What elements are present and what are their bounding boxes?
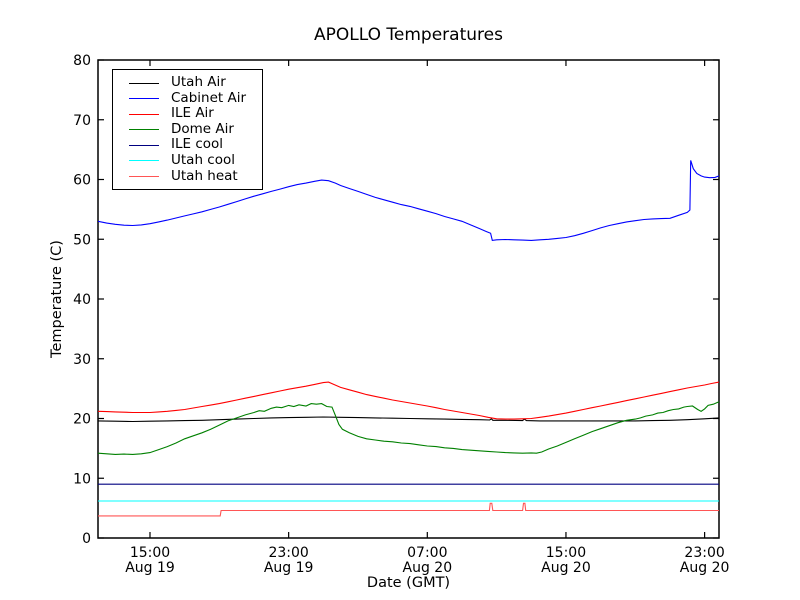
- legend-line-swatch: [129, 144, 159, 146]
- legend-line-swatch: [129, 176, 159, 178]
- x-tick-label-date: Aug 19: [125, 560, 175, 576]
- x-axis-label: Date (GMT): [366, 575, 451, 591]
- x-tick-label-time: 23:00: [684, 545, 724, 561]
- x-tick-label-date: Aug 20: [403, 560, 453, 576]
- legend-label: Utah heat: [171, 167, 238, 184]
- legend-label: Utah cool: [171, 151, 235, 168]
- legend-entry-cabinet-air: Cabinet Air: [113, 89, 262, 107]
- x-tick-label-date: Aug 20: [541, 560, 591, 576]
- series-line-utah-heat: [98, 502, 719, 517]
- y-tick-label: 40: [73, 292, 91, 308]
- y-tick-label: 60: [73, 173, 91, 189]
- legend-label: ILE cool: [171, 136, 224, 153]
- series-line-utah-air: [97, 416, 720, 423]
- y-tick-label: 0: [82, 531, 91, 547]
- series-line-ile-air: [97, 381, 720, 420]
- legend-entry-ile-air: ILE Air: [113, 106, 262, 122]
- legend-label: Cabinet Air: [171, 89, 247, 106]
- x-tick-label-time: 15:00: [546, 545, 586, 561]
- legend-entry-utah-cool: Utah cool: [113, 151, 262, 169]
- legend-entry-utah-air: Utah Air: [113, 74, 262, 91]
- y-tick-label: 10: [73, 471, 91, 487]
- legend-line-swatch: [129, 160, 159, 162]
- legend-label: Utah Air: [171, 74, 226, 90]
- y-tick-label: 20: [73, 412, 91, 428]
- y-tick-label: 80: [73, 53, 91, 69]
- x-tick-label-time: 15:00: [130, 545, 170, 561]
- legend-line-swatch: [129, 98, 159, 100]
- legend-line-swatch: [129, 113, 159, 115]
- series-line-dome-air: [97, 401, 720, 455]
- legend-entry-ile-cool: ILE cool: [113, 137, 262, 153]
- legend-entry-utah-heat: Utah heat: [113, 167, 262, 185]
- legend-label: Dome Air: [171, 120, 234, 137]
- y-tick-label: 50: [73, 232, 91, 248]
- series-line-cabinet-air: [97, 160, 720, 242]
- legend-label: ILE Air: [171, 105, 214, 122]
- y-tick-label: 30: [73, 352, 91, 368]
- x-tick-label-date: Aug 19: [264, 560, 314, 576]
- legend-line-swatch: [129, 82, 159, 84]
- legend-entry-dome-air: Dome Air: [113, 120, 262, 138]
- x-tick-label-time: 07:00: [407, 545, 447, 561]
- legend-box: Utah Air Cabinet Air ILE Air Dome Air ILE co…: [112, 69, 263, 190]
- y-tick-label: 70: [73, 113, 91, 129]
- chart-title: APOLLO Temperatures: [314, 25, 503, 45]
- legend-line-swatch: [129, 129, 159, 131]
- x-tick-label-time: 23:00: [268, 545, 308, 561]
- x-tick-label-date: Aug 20: [680, 560, 730, 576]
